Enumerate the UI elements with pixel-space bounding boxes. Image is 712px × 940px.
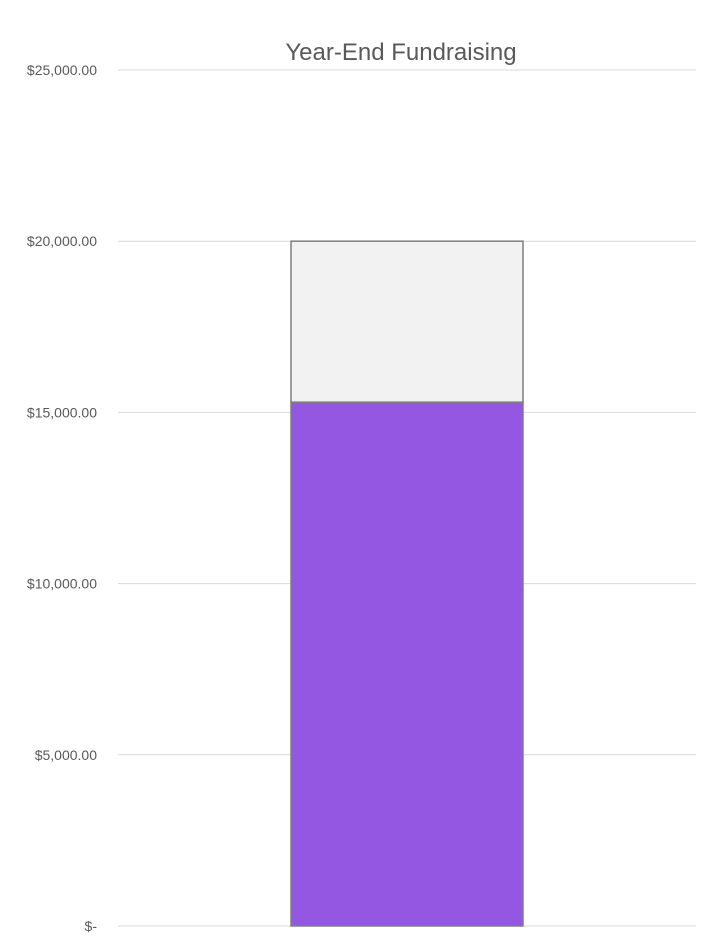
- chart-title: Year-End Fundraising: [285, 39, 516, 66]
- y-tick-label: $20,000.00: [27, 233, 97, 249]
- y-tick-label: $25,000.00: [27, 62, 97, 78]
- bar-remaining: [290, 240, 524, 403]
- y-tick-label: $15,000.00: [27, 404, 97, 420]
- y-tick-label: $5,000.00: [35, 747, 97, 763]
- bars: [290, 240, 524, 927]
- y-tick-label: $-: [85, 918, 98, 934]
- y-axis-tick-labels: $- $5,000.00 $10,000.00 $15,000.00 $20,000.0…: [27, 62, 97, 934]
- y-tick-label: $10,000.00: [27, 576, 97, 592]
- bar-raised: [290, 401, 524, 927]
